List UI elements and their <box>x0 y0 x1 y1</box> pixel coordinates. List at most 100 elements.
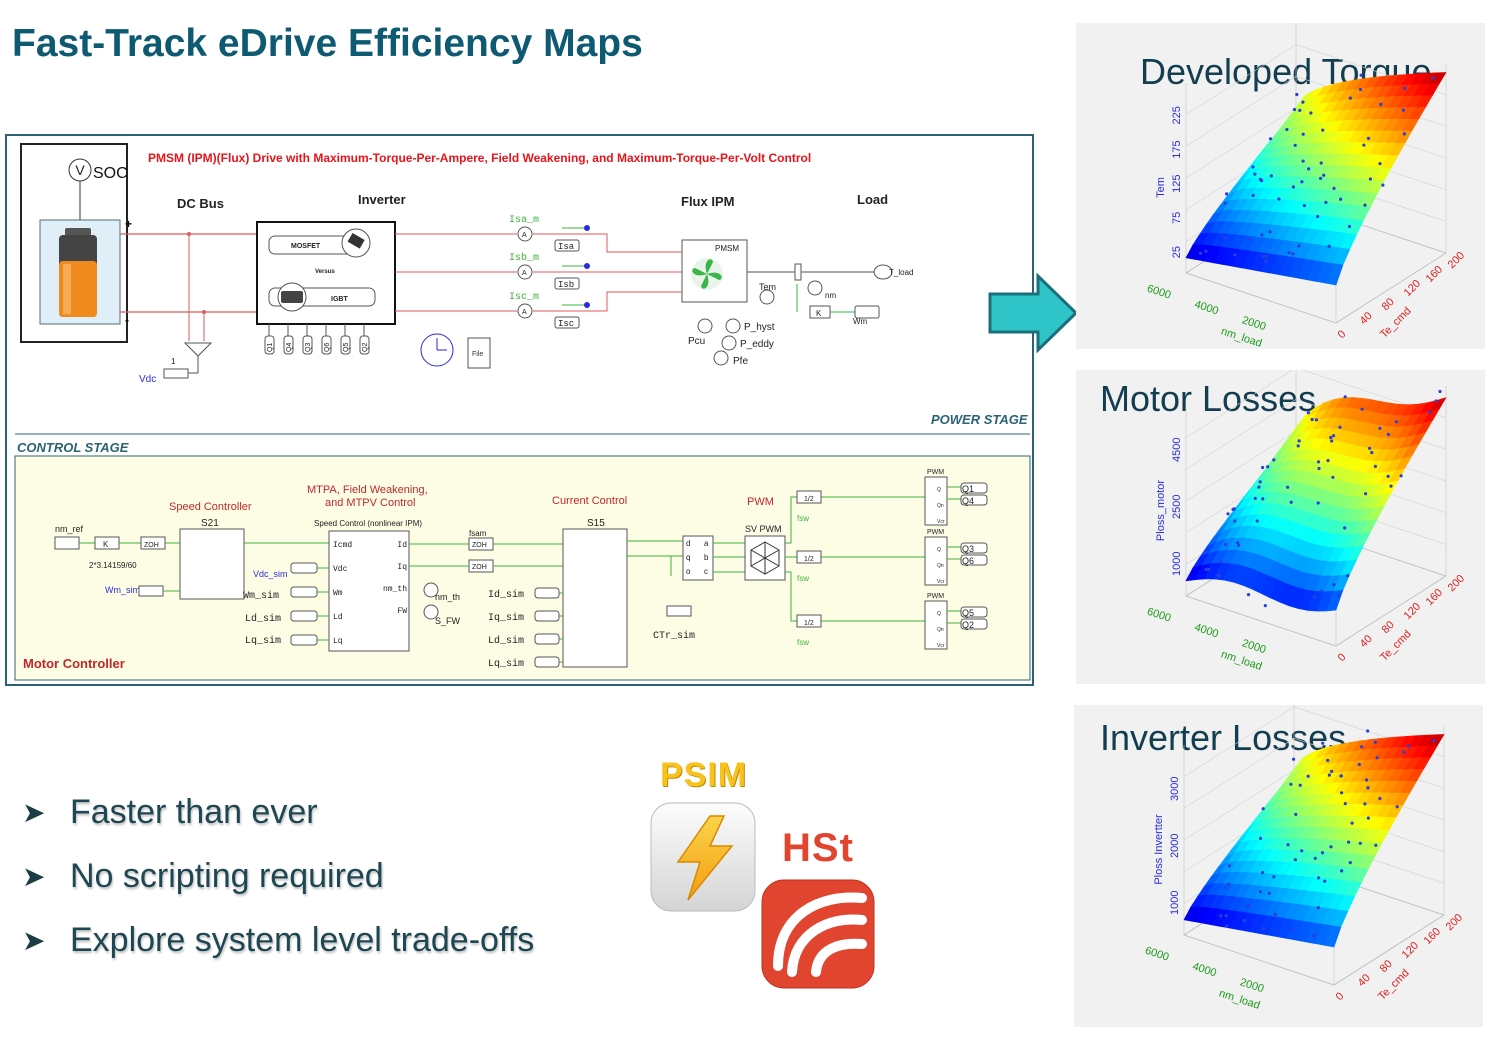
svg-text:CTr_sim: CTr_sim <box>653 630 695 642</box>
svg-text:Vcr: Vcr <box>937 643 945 649</box>
gate-label: Q2 <box>962 620 974 630</box>
data-point <box>1321 128 1325 132</box>
feature-list: ➤ Faster than ever ➤ No scripting requir… <box>22 780 534 972</box>
data-point <box>1316 214 1320 219</box>
data-point <box>1266 465 1270 469</box>
svg-text:1/2: 1/2 <box>804 496 814 503</box>
svg-text:PWM: PWM <box>927 593 944 600</box>
data-point <box>1374 843 1378 847</box>
data-point <box>1368 446 1372 450</box>
data-point <box>1223 235 1227 239</box>
svg-text:Pcu: Pcu <box>688 336 705 347</box>
z-tick-label: 3000 <box>1169 776 1181 800</box>
pin-label: Vdc <box>333 565 348 574</box>
svg-text:Tem: Tem <box>759 282 776 292</box>
svg-text:ZOH: ZOH <box>472 564 487 571</box>
svg-text:PWM: PWM <box>747 496 774 508</box>
data-point <box>1262 926 1266 930</box>
y-tick-label: 40 <box>1356 972 1373 989</box>
data-point <box>1285 127 1289 132</box>
x-tick-label: 2000 <box>1240 637 1267 656</box>
svg-text:2*3.14159/60: 2*3.14159/60 <box>89 561 137 570</box>
plot-title: Motor Losses <box>1100 378 1317 419</box>
data-point <box>1332 434 1336 438</box>
data-point <box>1307 167 1311 171</box>
mtpa-pins: Icmd Vdc Wm Ld Lq Id Iq nm_th FW <box>290 541 407 646</box>
data-point <box>1360 745 1364 749</box>
data-point <box>1306 774 1310 778</box>
data-point <box>1366 786 1370 790</box>
svg-text:MOSFET: MOSFET <box>291 243 321 250</box>
pin-label: Icmd <box>333 541 352 550</box>
data-point <box>1246 593 1251 597</box>
svg-text:Pfe: Pfe <box>733 356 748 367</box>
current-control-pins: Id_sim Iq_sim Ld_sim Lq_sim <box>488 587 563 670</box>
gate-pin-label: Q6 <box>324 343 331 352</box>
data-point <box>1224 914 1228 918</box>
data-point <box>1298 783 1302 787</box>
svg-text:Qn: Qn <box>937 563 944 569</box>
data-point <box>1268 137 1273 141</box>
gate-label: Q3 <box>962 544 974 554</box>
data-point <box>1253 172 1257 176</box>
data-point <box>1345 574 1350 578</box>
x-tick-label: 4000 <box>1193 298 1220 317</box>
z-tick-label: 125 <box>1171 175 1183 193</box>
data-point <box>1216 573 1220 577</box>
pwm-gate-block <box>924 536 948 586</box>
pwm-gate-block <box>924 476 948 526</box>
data-point <box>1314 418 1319 422</box>
data-point <box>1324 200 1328 204</box>
svg-text:ZOH: ZOH <box>472 542 487 549</box>
dq-abc-transform <box>682 535 714 581</box>
data-point <box>1386 432 1390 436</box>
data-point <box>1347 840 1351 844</box>
data-point <box>1332 186 1336 190</box>
gate-pin-label: Q5 <box>343 343 350 352</box>
data-point <box>1233 519 1237 523</box>
y-tick-label: 0 <box>1334 990 1347 1003</box>
data-point <box>1300 849 1304 853</box>
data-point <box>1362 143 1366 147</box>
data-point <box>1296 444 1300 448</box>
data-point <box>1289 928 1293 933</box>
data-point <box>1204 249 1208 253</box>
data-point <box>1293 143 1297 147</box>
data-point <box>1224 542 1228 546</box>
motor-controller-label: Motor Controller <box>23 656 125 671</box>
vdc-label: Vdc <box>139 374 156 385</box>
svg-text:nm: nm <box>825 291 836 300</box>
data-point <box>1360 407 1364 411</box>
svg-text:1/2: 1/2 <box>804 556 814 563</box>
data-point <box>1373 464 1377 468</box>
data-point <box>1438 389 1442 394</box>
svg-text:Q: Q <box>937 547 941 553</box>
fsw-label: fsw <box>797 638 809 647</box>
data-point <box>1219 914 1223 918</box>
z-tick-label: 175 <box>1171 140 1183 158</box>
data-point <box>1365 778 1369 782</box>
gate-label: Q6 <box>962 556 974 566</box>
svg-text:SV PWM: SV PWM <box>745 524 782 534</box>
svg-text:ZOH: ZOH <box>144 542 159 549</box>
data-point <box>1364 492 1368 496</box>
data-point <box>1301 159 1305 163</box>
data-point <box>1261 497 1265 501</box>
svg-text:Speed Control (nonlinear IPM): Speed Control (nonlinear IPM) <box>314 519 422 528</box>
data-point <box>1363 802 1367 806</box>
data-point <box>1406 744 1410 748</box>
hst-logo-icon <box>761 879 875 989</box>
svg-text:Wm_sim: Wm_sim <box>105 585 140 595</box>
phase-label: Isc_m <box>509 292 539 303</box>
data-point <box>1375 756 1379 760</box>
data-point <box>1340 869 1344 873</box>
soc-label: SOC <box>93 165 128 182</box>
load-torque-icon <box>873 264 893 280</box>
gate-pins: Q1 Q4 Q3 Q6 Q5 Q2 <box>264 324 370 355</box>
x-tick-label: 6000 <box>1143 945 1170 964</box>
svg-text:PMSM: PMSM <box>715 244 739 253</box>
y-tick-label: 40 <box>1358 633 1375 650</box>
current-control-block <box>562 528 628 668</box>
data-point <box>1323 879 1327 883</box>
